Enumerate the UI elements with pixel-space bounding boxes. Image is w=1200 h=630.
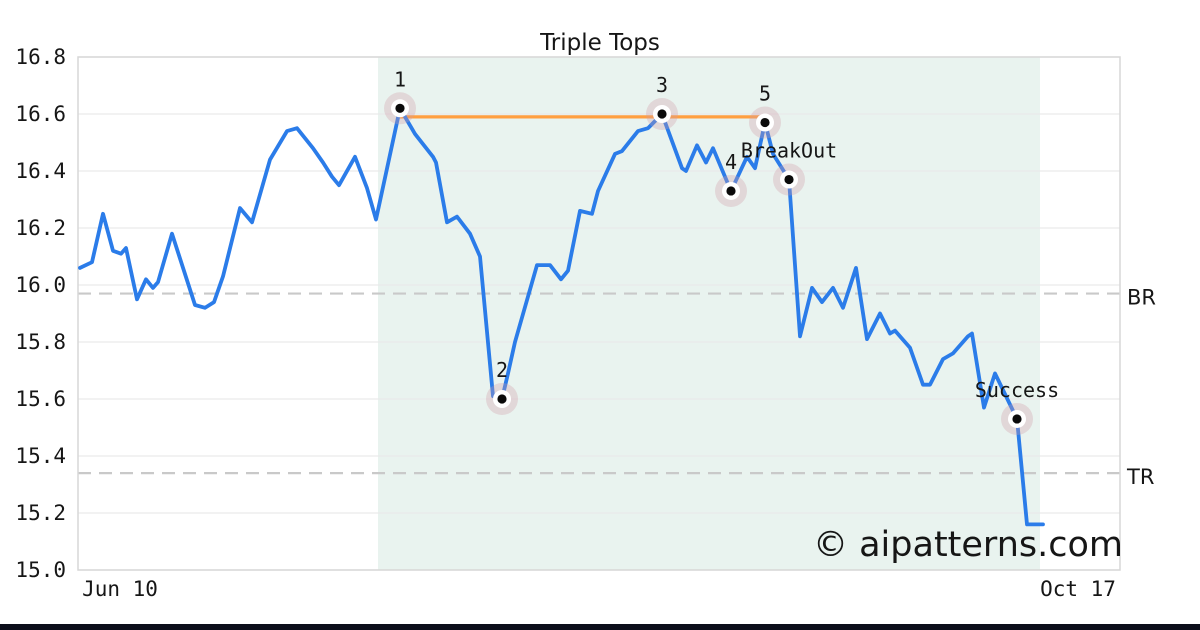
marker-label: 3: [656, 73, 668, 97]
level-label: TR: [1126, 465, 1154, 489]
y-tick-label: 15.8: [15, 330, 66, 354]
y-tick-label: 15.6: [15, 387, 66, 411]
marker-breakout: BreakOut: [741, 139, 837, 196]
pattern-zone: [378, 57, 1040, 570]
y-tick-label: 16.6: [15, 102, 66, 126]
marker-dot: [726, 186, 736, 196]
x-tick-label: Oct 17: [1040, 577, 1116, 601]
x-tick-label: Jun 10: [82, 577, 158, 601]
chart-title: Triple Tops: [539, 30, 660, 56]
marker-dot: [760, 117, 770, 128]
marker-dot: [1012, 414, 1022, 424]
y-tick-label: 16.2: [15, 216, 66, 240]
marker-dot: [784, 174, 794, 185]
bottom-accent-bar: [0, 624, 1200, 630]
y-tick-label: 16.4: [15, 159, 66, 183]
marker-dot: [657, 109, 667, 119]
pattern-zone-rect: [378, 57, 1040, 570]
y-tick-label: 16.8: [15, 45, 66, 69]
marker-2: 2: [486, 358, 518, 415]
marker-1: 1: [384, 67, 416, 125]
marker-success: Success: [975, 378, 1059, 435]
plot-border-rect: [77, 56, 1121, 571]
level-lines: BR TR: [78, 286, 1156, 489]
y-axis-tick-labels: 16.8 16.6 16.4 16.2 16.0 15.8 15.6 15.4 15.2 15.0: [15, 45, 66, 582]
plot-border: [77, 56, 1121, 571]
price-line: [78, 106, 1045, 527]
marker-5: 5: [749, 82, 781, 139]
watermark: © aipatterns.com: [813, 525, 1123, 565]
marker-label: 4: [725, 150, 737, 174]
y-tick-label: 15.0: [15, 558, 66, 582]
level-label: BR: [1127, 286, 1156, 310]
marker-label: Success: [975, 378, 1059, 402]
y-tick-label: 16.0: [15, 273, 66, 297]
pattern-markers: 1 2 3 4 5 BreakOut Success: [384, 67, 1059, 435]
marker-dot: [395, 103, 405, 113]
marker-label: 5: [759, 82, 771, 106]
marker-label: 1: [394, 67, 406, 91]
marker-label: BreakOut: [741, 139, 837, 163]
marker-dot: [497, 394, 507, 404]
x-axis-tick-labels: Jun 10 Oct 17: [82, 577, 1116, 601]
y-tick-label: 15.4: [15, 444, 66, 468]
marker-label: 2: [496, 358, 508, 382]
y-tick-label: 15.2: [15, 501, 66, 525]
marker-4: 4: [715, 150, 747, 207]
price-polyline: [78, 106, 1045, 527]
marker-3: 3: [646, 73, 678, 130]
